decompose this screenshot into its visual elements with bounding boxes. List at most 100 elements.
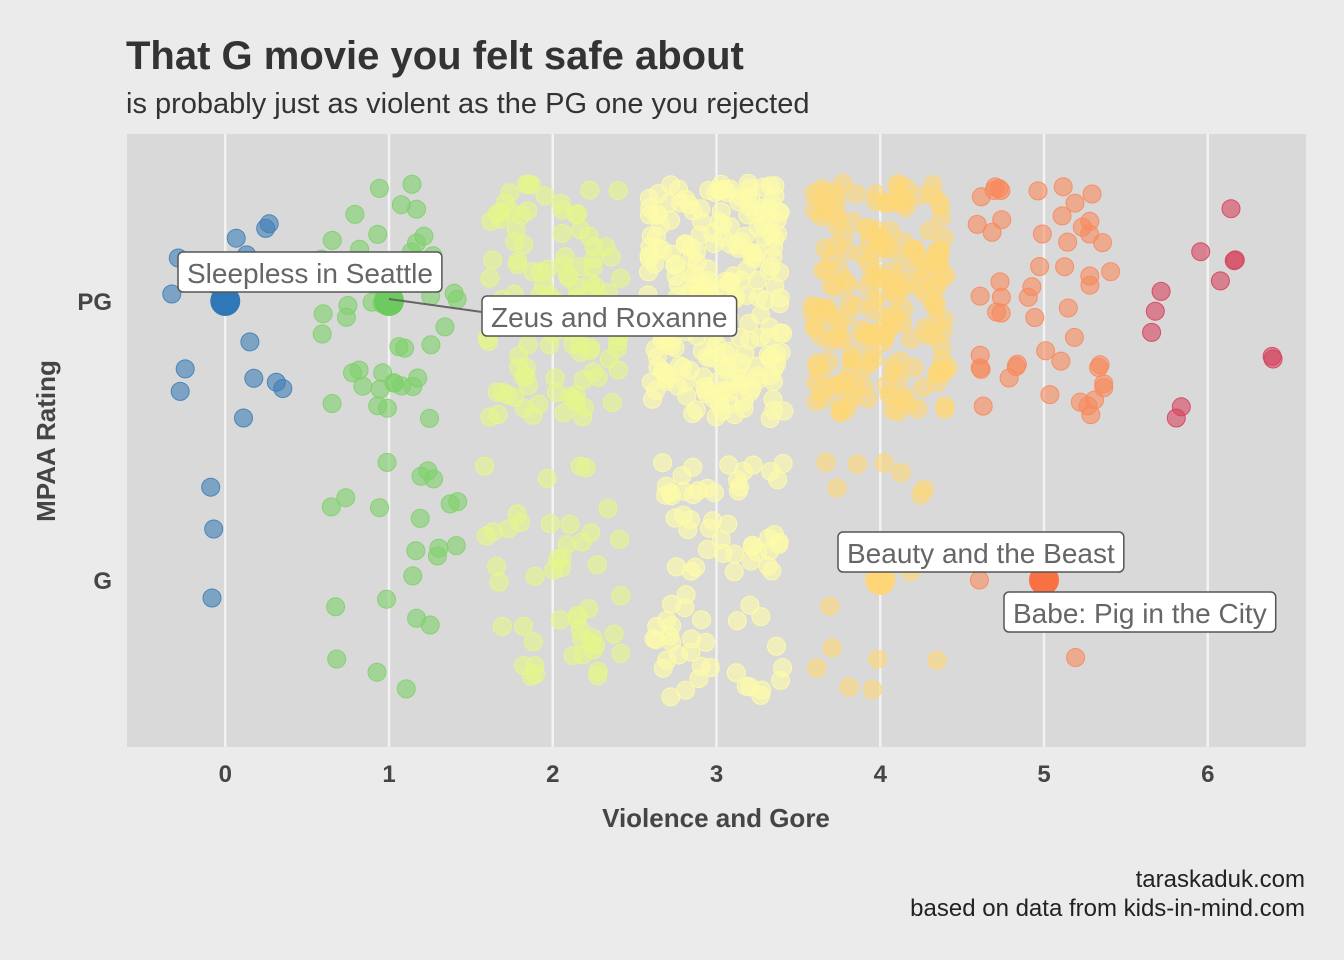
data-point	[730, 477, 749, 497]
data-point	[879, 385, 899, 404]
data-point	[768, 470, 788, 490]
data-point	[537, 469, 557, 488]
data-point	[1052, 206, 1072, 226]
data-point	[370, 498, 389, 518]
points-layer	[162, 173, 1283, 707]
data-point	[683, 457, 703, 477]
data-point	[969, 570, 989, 590]
data-point	[552, 548, 572, 568]
data-point	[550, 610, 570, 630]
data-point	[201, 477, 221, 497]
data-point	[273, 379, 293, 398]
data-point	[202, 588, 222, 608]
data-point	[816, 452, 836, 472]
data-point	[480, 268, 500, 288]
data-point	[821, 307, 841, 327]
data-point	[1053, 177, 1073, 197]
data-point	[932, 337, 951, 357]
data-point	[560, 514, 580, 534]
data-point	[525, 566, 545, 586]
data-point	[514, 235, 533, 255]
data-point	[758, 345, 778, 365]
svg-text:Sleepless in Seattle: Sleepless in Seattle	[187, 258, 433, 289]
data-point	[1080, 275, 1100, 295]
data-point	[807, 658, 827, 678]
data-point	[403, 566, 423, 586]
y-axis-title: MPAA Rating	[31, 360, 61, 522]
data-point	[699, 518, 719, 538]
data-point	[767, 636, 786, 656]
data-point	[1145, 301, 1165, 321]
data-point	[259, 214, 279, 234]
data-point	[911, 485, 931, 505]
x-axis-title: Violence and Gore	[602, 803, 830, 833]
data-point	[1064, 327, 1084, 347]
data-point	[681, 237, 701, 257]
data-point	[312, 324, 332, 344]
data-point	[489, 572, 509, 592]
data-point	[708, 372, 728, 392]
data-point	[476, 526, 496, 546]
caption-line-1: taraskaduk.com	[1136, 866, 1305, 893]
data-point	[739, 313, 759, 333]
data-point	[604, 624, 624, 644]
data-point	[576, 458, 596, 478]
x-tick-label: 6	[1201, 761, 1214, 788]
data-point	[738, 205, 758, 225]
data-point	[913, 378, 933, 398]
data-point	[418, 461, 438, 481]
annotation-leader	[388, 298, 483, 313]
data-point	[580, 180, 600, 200]
data-point	[697, 347, 717, 367]
data-point	[611, 586, 631, 606]
data-point	[827, 478, 847, 498]
data-point	[761, 199, 781, 219]
data-point	[982, 222, 1002, 242]
data-point	[912, 248, 932, 268]
data-point	[369, 178, 389, 198]
data-point	[1094, 374, 1114, 394]
data-point	[738, 173, 758, 193]
data-point	[1030, 257, 1050, 276]
x-tick-label: 0	[219, 761, 232, 788]
data-point	[704, 483, 724, 503]
data-point	[579, 226, 599, 246]
data-point	[653, 658, 673, 678]
data-point	[1006, 357, 1026, 376]
data-point	[499, 519, 518, 539]
data-point	[891, 463, 911, 483]
data-point	[326, 597, 346, 617]
data-point	[345, 204, 365, 224]
data-point	[492, 617, 512, 636]
data-point	[646, 630, 666, 650]
data-point	[970, 286, 990, 306]
data-point	[755, 290, 775, 310]
data-point	[540, 514, 560, 534]
data-point	[570, 342, 590, 362]
data-point	[819, 331, 839, 351]
data-point	[1051, 351, 1071, 371]
annotation-label: Zeus and Roxanne	[388, 295, 738, 337]
data-point	[421, 335, 441, 355]
data-point	[611, 268, 631, 288]
data-point	[583, 640, 603, 660]
data-point	[826, 235, 846, 255]
data-point	[566, 392, 586, 412]
data-point	[747, 270, 767, 290]
data-point	[389, 337, 409, 357]
data-point	[488, 405, 508, 424]
data-point	[842, 344, 862, 364]
data-point	[692, 610, 711, 630]
x-tick-label: 3	[710, 761, 723, 788]
data-point	[863, 300, 882, 320]
data-point	[656, 485, 676, 505]
data-point	[377, 398, 397, 418]
data-point	[934, 228, 954, 248]
data-point	[1089, 358, 1109, 377]
data-point	[367, 662, 387, 682]
data-point	[852, 245, 872, 265]
x-tick-label: 1	[382, 761, 395, 788]
data-point	[676, 585, 696, 605]
highlight-point	[210, 286, 241, 316]
data-point	[1082, 184, 1102, 204]
